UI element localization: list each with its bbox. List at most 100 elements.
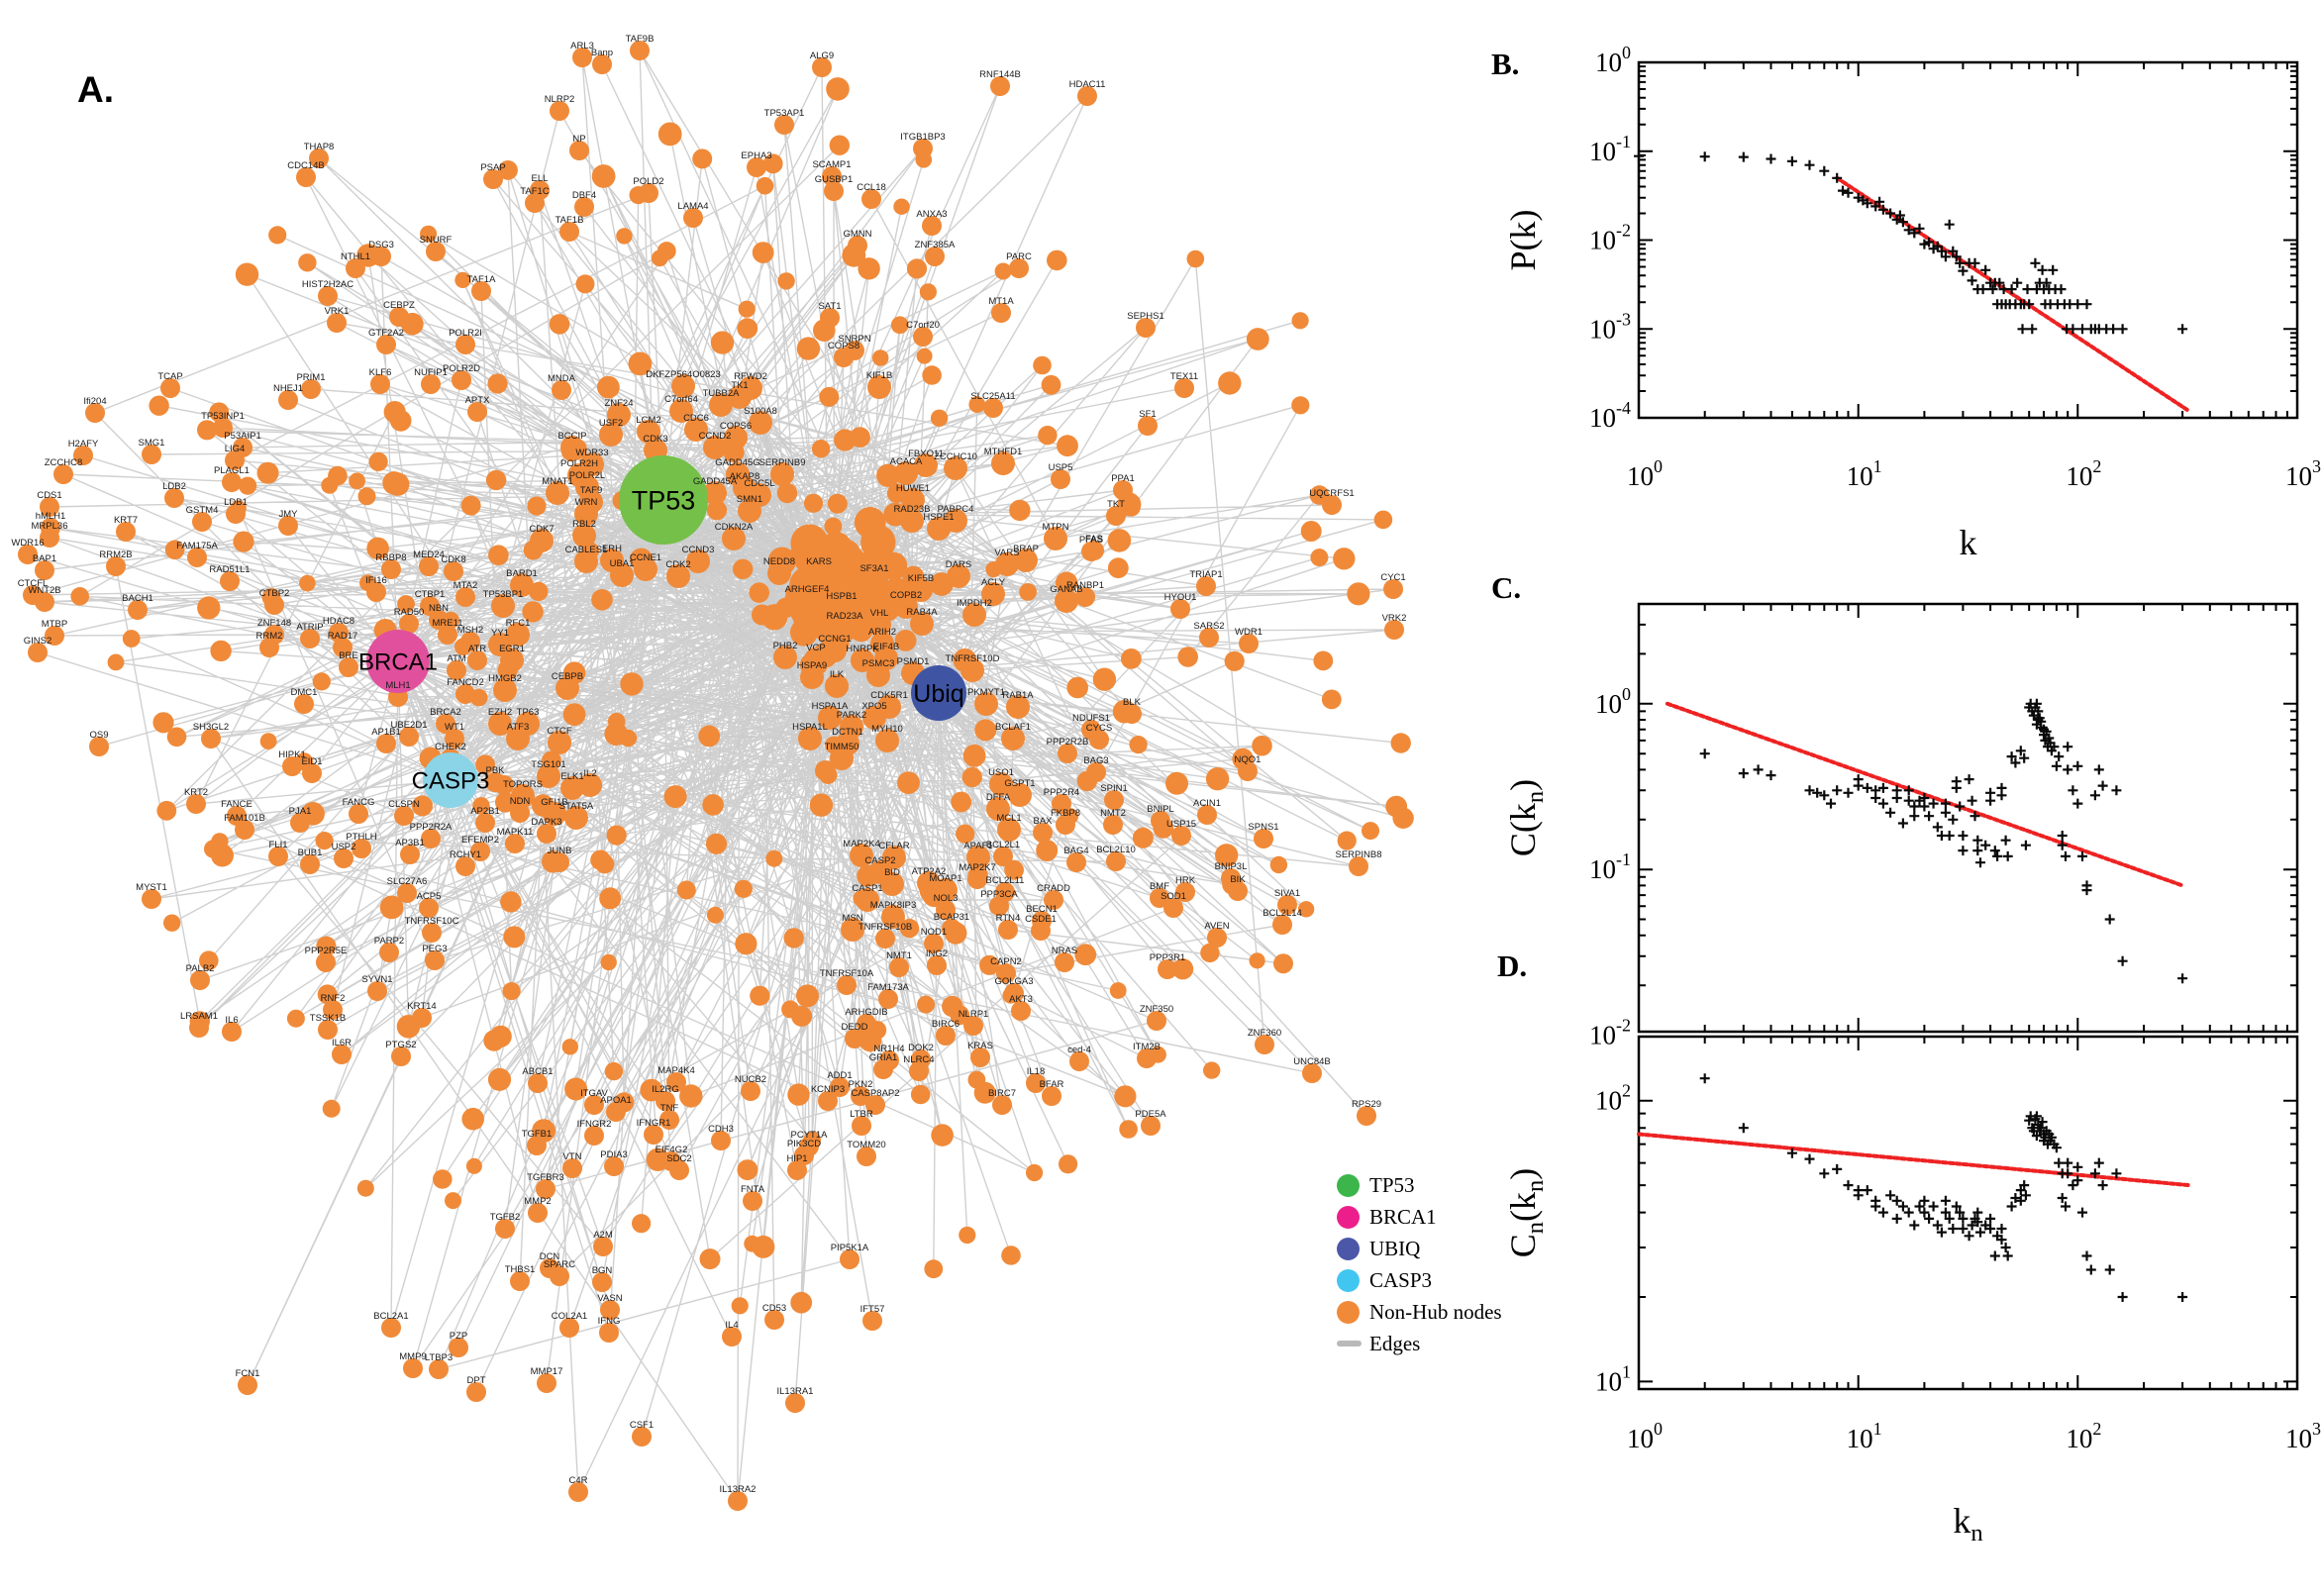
network-node[interactable]: [552, 380, 571, 400]
network-node[interactable]: [818, 1091, 838, 1111]
network-node[interactable]: [556, 676, 579, 700]
network-node[interactable]: [510, 573, 534, 597]
network-node[interactable]: [857, 1147, 876, 1166]
network-node[interactable]: [762, 153, 783, 174]
network-node[interactable]: [546, 481, 569, 505]
network-node[interactable]: [210, 640, 232, 662]
network-node[interactable]: [187, 548, 207, 567]
network-node[interactable]: [1147, 1011, 1166, 1031]
network-node[interactable]: [822, 166, 842, 186]
network-node[interactable]: [186, 794, 206, 814]
network-node[interactable]: [45, 626, 64, 646]
network-node[interactable]: [861, 189, 881, 209]
network-node[interactable]: [862, 1311, 882, 1331]
network-node[interactable]: [564, 1077, 588, 1101]
network-node[interactable]: [574, 549, 598, 573]
network-node[interactable]: [419, 556, 439, 576]
network-node[interactable]: [366, 537, 389, 560]
network-node[interactable]: [979, 954, 1000, 975]
network-node[interactable]: [204, 840, 223, 858]
network-node[interactable]: [449, 1338, 468, 1357]
network-node[interactable]: [873, 1059, 893, 1079]
network-node[interactable]: [900, 509, 924, 533]
network-node[interactable]: [192, 512, 212, 532]
network-node[interactable]: [1042, 1086, 1061, 1106]
network-node[interactable]: [637, 420, 660, 444]
network-node[interactable]: [1269, 855, 1288, 874]
network-node[interactable]: [744, 1235, 761, 1252]
network-node[interactable]: [1055, 571, 1078, 594]
network-node[interactable]: [329, 623, 349, 643]
network-node[interactable]: [710, 331, 735, 354]
network-node[interactable]: [659, 1110, 679, 1130]
network-node[interactable]: [774, 115, 794, 135]
network-node[interactable]: [733, 558, 754, 579]
network-node[interactable]: [503, 926, 526, 948]
network-node[interactable]: [1373, 510, 1393, 530]
network-node[interactable]: [974, 719, 997, 742]
network-node[interactable]: [528, 1073, 548, 1093]
network-node[interactable]: [572, 524, 596, 548]
network-node[interactable]: [1055, 589, 1078, 613]
network-node[interactable]: [1357, 1106, 1376, 1126]
network-node[interactable]: [676, 880, 696, 900]
network-node[interactable]: [735, 933, 758, 955]
network-node[interactable]: [1011, 1001, 1031, 1021]
network-node[interactable]: [1272, 915, 1292, 935]
network-node[interactable]: [1009, 258, 1029, 278]
network-node[interactable]: [592, 54, 612, 74]
network-node[interactable]: [300, 854, 320, 874]
network-node[interactable]: [1151, 811, 1170, 831]
network-node[interactable]: [371, 247, 391, 266]
network-node[interactable]: [998, 920, 1018, 940]
network-node[interactable]: [1158, 959, 1177, 979]
network-node[interactable]: [910, 1084, 931, 1105]
network-node[interactable]: [944, 456, 967, 480]
network-node[interactable]: [201, 729, 221, 748]
network-node[interactable]: [381, 1318, 401, 1338]
network-node[interactable]: [349, 472, 365, 490]
network-node[interactable]: [89, 737, 109, 756]
network-node[interactable]: [569, 141, 589, 160]
network-node[interactable]: [53, 464, 73, 484]
network-node[interactable]: [848, 598, 872, 622]
network-node[interactable]: [391, 1047, 411, 1066]
network-node[interactable]: [826, 77, 850, 101]
network-node[interactable]: [199, 950, 219, 970]
network-node[interactable]: [739, 376, 762, 400]
network-node[interactable]: [549, 314, 570, 335]
network-node[interactable]: [376, 734, 396, 753]
network-node[interactable]: [819, 386, 840, 407]
network-node[interactable]: [910, 612, 934, 636]
network-node[interactable]: [383, 401, 406, 424]
network-node[interactable]: [1044, 890, 1063, 910]
network-node[interactable]: [927, 517, 951, 541]
network-node[interactable]: [931, 1124, 954, 1147]
network-node[interactable]: [644, 1125, 663, 1145]
network-node[interactable]: [880, 872, 904, 896]
network-node[interactable]: [764, 1310, 784, 1330]
network-node[interactable]: [827, 493, 848, 514]
network-node[interactable]: [1238, 761, 1258, 781]
network-node[interactable]: [107, 653, 125, 671]
network-node[interactable]: [981, 582, 1005, 606]
network-node[interactable]: [867, 613, 891, 637]
network-node[interactable]: [599, 887, 622, 910]
network-node[interactable]: [454, 271, 471, 288]
network-node[interactable]: [909, 1061, 929, 1081]
network-node[interactable]: [991, 451, 1015, 475]
network-node[interactable]: [994, 262, 1012, 280]
network-node[interactable]: [1119, 1120, 1138, 1139]
network-node[interactable]: [852, 1116, 871, 1136]
network-node[interactable]: [834, 429, 857, 451]
network-node[interactable]: [738, 499, 761, 523]
network-node[interactable]: [235, 262, 259, 286]
network-node[interactable]: [379, 943, 399, 962]
network-node[interactable]: [1031, 921, 1051, 941]
network-node[interactable]: [804, 648, 828, 671]
network-node[interactable]: [1114, 1085, 1137, 1108]
hub-node-ubiq[interactable]: [911, 665, 966, 721]
network-node[interactable]: [699, 1248, 721, 1270]
network-node[interactable]: [322, 1099, 341, 1118]
network-node[interactable]: [591, 589, 613, 611]
